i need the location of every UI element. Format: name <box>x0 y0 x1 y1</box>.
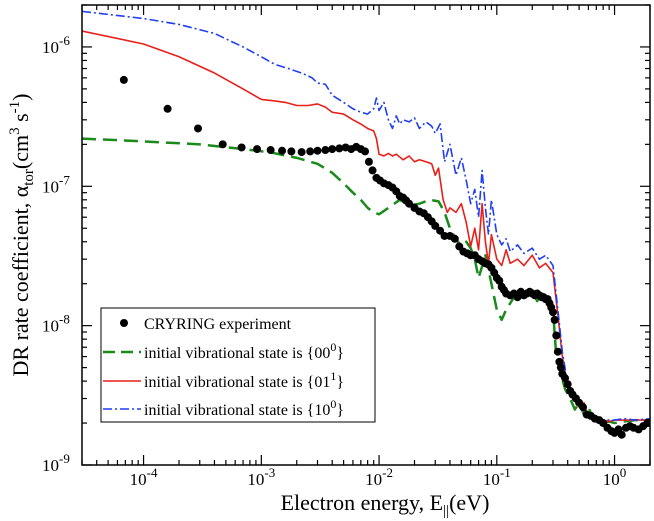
data-point-cryring <box>405 199 414 208</box>
data-point-cryring <box>579 403 588 412</box>
x-tick-label: 100 <box>603 465 627 489</box>
data-point-cryring <box>237 143 246 152</box>
data-point-cryring <box>617 430 626 439</box>
data-point-cryring <box>563 380 572 389</box>
data-point-cryring <box>306 147 315 156</box>
legend-box <box>100 307 376 423</box>
data-point-cryring <box>561 374 570 383</box>
legend-label-00: initial vibrational state is {000} <box>144 340 344 362</box>
x-axis-title: Electron energy, E||(eV) <box>281 490 490 519</box>
x-tick-label: 10-3 <box>247 465 275 489</box>
data-point-cryring <box>287 147 296 156</box>
plot-frame <box>81 4 651 466</box>
y-tick-label: 10-6 <box>42 33 70 57</box>
data-point-cryring <box>163 104 172 113</box>
data-point-cryring <box>553 347 562 356</box>
data-point-cryring <box>194 124 203 133</box>
data-point-cryring <box>278 146 287 155</box>
data-point-cryring <box>321 146 330 155</box>
data-point-cryring <box>436 226 445 235</box>
legend-label-10: initial vibrational state is {100} <box>144 397 344 419</box>
data-point-cryring <box>495 276 504 285</box>
data-point-cryring <box>361 147 370 156</box>
y-tick-label: 10-9 <box>42 451 70 475</box>
data-point-cryring <box>335 144 344 153</box>
data-point-cryring <box>297 148 306 157</box>
y-axis-title: DR rate coefficient, αtor(cm3 s-1) <box>7 94 37 377</box>
data-point-cryring <box>431 221 440 230</box>
data-point-cryring <box>550 315 559 324</box>
data-point-cryring <box>450 234 459 243</box>
axis-ticks <box>81 4 651 466</box>
data-point-cryring <box>556 363 565 372</box>
data-point-cryring <box>253 145 262 154</box>
x-tick-label: 10-1 <box>483 465 511 489</box>
data-point-cryring <box>552 331 561 340</box>
data-point-cryring <box>266 146 275 155</box>
legend-label-01: initial vibrational state is {011} <box>144 369 344 391</box>
data-point-cryring <box>548 308 557 317</box>
data-point-cryring <box>313 146 322 155</box>
data-point-cryring <box>328 145 337 154</box>
series-line-state-10 <box>82 10 650 421</box>
legend-label-cryring: CRYRING experiment <box>144 316 292 333</box>
data-point-cryring <box>119 75 128 84</box>
y-tick-label: 10-7 <box>42 172 70 196</box>
legend-marker-cryring <box>120 319 128 327</box>
data-point-cryring <box>364 157 373 166</box>
data-point-cryring <box>218 140 227 149</box>
y-tick-label: 10-8 <box>42 312 70 336</box>
x-tick-label: 10-4 <box>130 465 158 489</box>
data-point-cryring <box>368 166 377 175</box>
x-tick-label: 10-2 <box>365 465 393 489</box>
legend: CRYRING experiment initial vibrational s… <box>100 307 376 423</box>
